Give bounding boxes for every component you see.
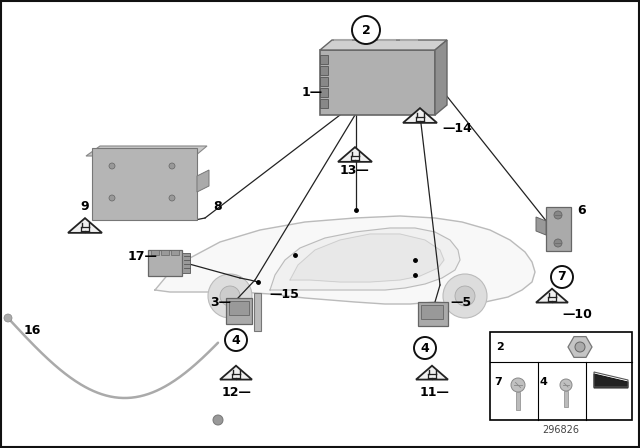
Polygon shape (568, 336, 592, 358)
Circle shape (554, 239, 562, 247)
Bar (564, 391, 568, 407)
Text: 8: 8 (213, 199, 221, 212)
Circle shape (560, 379, 572, 391)
Text: 3—: 3— (210, 296, 231, 309)
Bar (320, 99, 328, 108)
Circle shape (352, 16, 380, 44)
Circle shape (511, 378, 525, 392)
Bar (490, 332, 632, 420)
Polygon shape (403, 108, 437, 123)
Text: 7: 7 (494, 377, 502, 387)
Polygon shape (290, 234, 444, 282)
Text: 4: 4 (540, 377, 548, 387)
Bar (320, 88, 328, 97)
Bar (320, 77, 328, 86)
Bar (421, 305, 443, 319)
Text: 2: 2 (362, 23, 371, 36)
Circle shape (213, 415, 223, 425)
Bar (546, 207, 571, 251)
Circle shape (455, 286, 475, 306)
Circle shape (109, 163, 115, 169)
Bar (161, 250, 169, 255)
Circle shape (169, 163, 175, 169)
Text: 12—: 12— (222, 387, 252, 400)
Text: 4: 4 (232, 333, 241, 346)
Text: 4: 4 (420, 341, 429, 354)
Text: 6: 6 (577, 204, 586, 217)
Text: 296826: 296826 (543, 425, 579, 435)
Polygon shape (92, 148, 197, 220)
Text: —15: —15 (269, 289, 299, 302)
Text: 2: 2 (496, 342, 504, 352)
Bar (148, 250, 182, 276)
Polygon shape (155, 216, 535, 304)
Polygon shape (220, 366, 252, 379)
Circle shape (225, 329, 247, 351)
Text: 9: 9 (80, 199, 88, 212)
Circle shape (208, 274, 252, 318)
Circle shape (554, 211, 562, 219)
Bar (182, 253, 190, 273)
Bar (320, 55, 328, 64)
Circle shape (220, 286, 240, 306)
Bar (320, 66, 328, 75)
Text: 16: 16 (24, 323, 42, 336)
Polygon shape (536, 217, 546, 235)
Circle shape (575, 342, 585, 352)
Polygon shape (594, 374, 628, 388)
Circle shape (414, 337, 436, 359)
Text: 1—: 1— (302, 86, 323, 99)
Polygon shape (86, 146, 207, 156)
Bar (229, 301, 249, 315)
Circle shape (551, 266, 573, 288)
Text: 17—: 17— (128, 250, 158, 263)
Circle shape (169, 195, 175, 201)
Polygon shape (270, 228, 460, 290)
Bar (320, 50, 435, 115)
Polygon shape (68, 218, 102, 233)
Text: —14: —14 (442, 121, 472, 134)
Polygon shape (435, 40, 447, 115)
Polygon shape (338, 147, 372, 162)
Polygon shape (416, 366, 448, 379)
Text: 11—: 11— (420, 387, 450, 400)
Bar (171, 250, 179, 255)
Text: 7: 7 (557, 271, 566, 284)
Polygon shape (197, 170, 209, 192)
Circle shape (443, 274, 487, 318)
Circle shape (4, 314, 12, 322)
Bar (254, 293, 261, 331)
Text: 13—: 13— (340, 164, 370, 177)
Bar (151, 250, 159, 255)
Text: —10: —10 (562, 309, 592, 322)
Bar (418, 302, 448, 326)
Circle shape (109, 195, 115, 201)
Polygon shape (320, 40, 447, 50)
Text: —5: —5 (450, 296, 471, 309)
Polygon shape (536, 289, 568, 302)
Bar (516, 392, 520, 410)
Bar (226, 298, 252, 324)
